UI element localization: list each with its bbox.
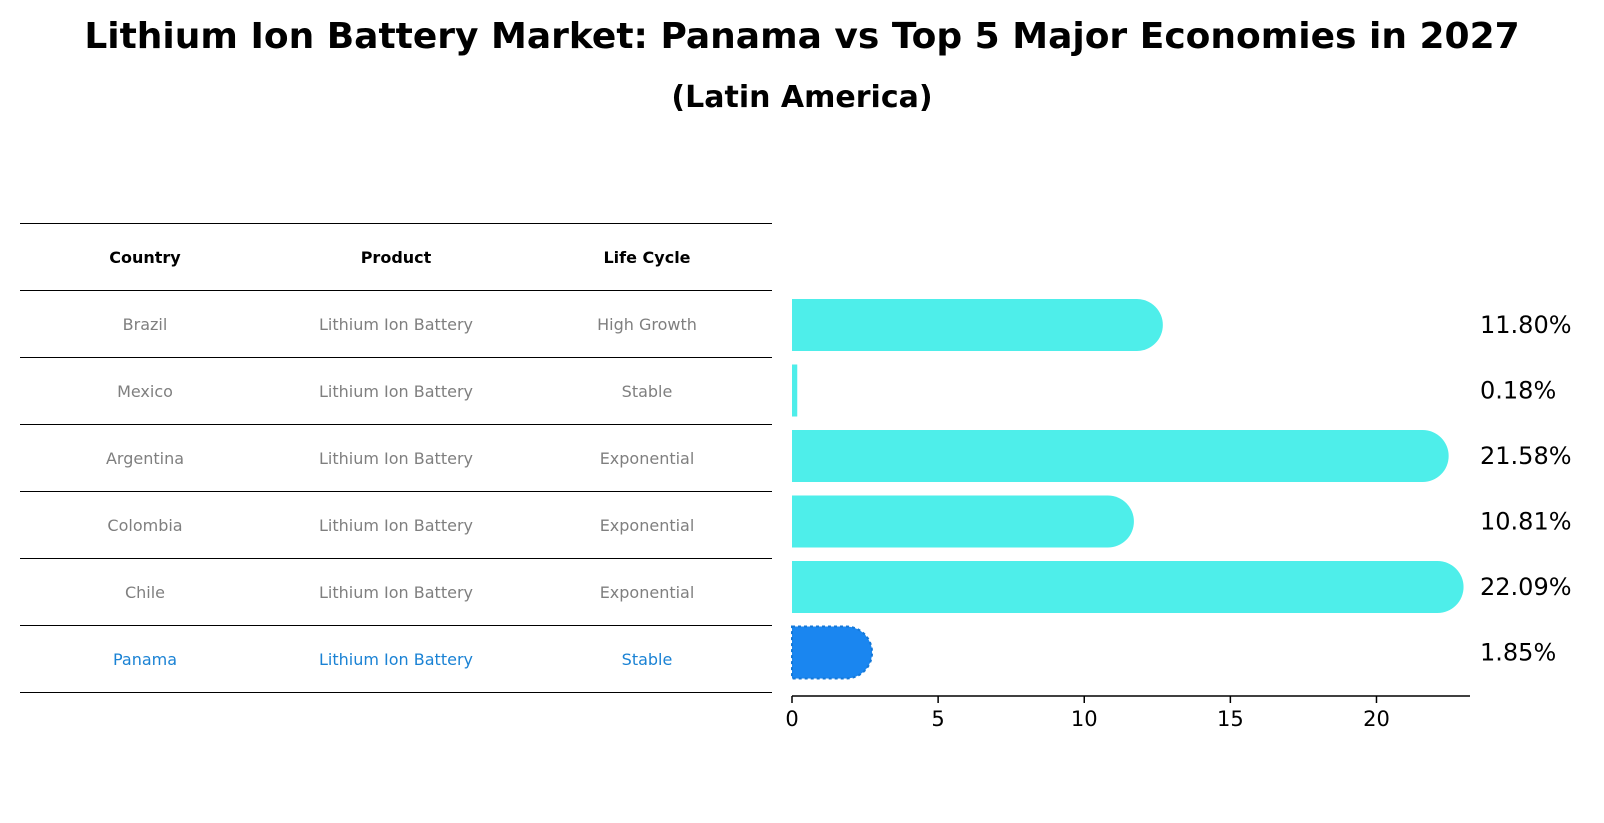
x-tick-label: 5 (931, 707, 944, 731)
cell-life-cycle: Stable (621, 381, 673, 401)
cell-product: Lithium Ion Battery (319, 448, 473, 468)
table-header-row: Country Product Life Cycle (20, 223, 772, 290)
cell-country: Panama (112, 649, 178, 669)
cell-country: Chile (124, 582, 166, 602)
bar-argentina (792, 430, 1449, 482)
value-label: 1.85% (1480, 639, 1556, 667)
table-row: Colombia Lithium Ion Battery Exponential (20, 491, 772, 558)
table-row-highlighted: Panama Lithium Ion Battery Stable (20, 625, 772, 693)
value-label: 10.81% (1480, 508, 1572, 536)
bar-chile (792, 561, 1464, 613)
cell-country: Mexico (117, 381, 173, 401)
x-tick-label: 15 (1217, 707, 1244, 731)
table-row: Mexico Lithium Ion Battery Stable (20, 357, 772, 424)
chart-subtitle: (Latin America) (671, 80, 933, 115)
country-table: Country Product Life Cycle Brazil Lithiu… (20, 223, 772, 693)
header-product: Product (360, 247, 432, 267)
x-tick-label: 0 (785, 707, 798, 731)
cell-product: Lithium Ion Battery (319, 515, 473, 535)
cell-life-cycle: Exponential (599, 448, 695, 468)
value-label: 22.09% (1480, 573, 1572, 601)
cell-product: Lithium Ion Battery (319, 649, 473, 669)
bar-mexico (792, 364, 798, 417)
header-country: Country (109, 247, 181, 267)
cell-life-cycle: Stable (621, 649, 673, 669)
cell-product: Lithium Ion Battery (319, 314, 473, 334)
cell-product: Lithium Ion Battery (319, 582, 473, 602)
value-label: 11.80% (1480, 311, 1572, 339)
table-row: Argentina Lithium Ion Battery Exponentia… (20, 424, 772, 491)
cell-country: Colombia (107, 515, 183, 535)
table-row: Brazil Lithium Ion Battery High Growth (20, 290, 772, 357)
chart-title: Lithium Ion Battery Market: Panama vs To… (84, 16, 1520, 57)
value-label: 21.58% (1480, 442, 1572, 470)
value-label: 0.18% (1480, 377, 1556, 405)
x-tick-label: 10 (1071, 707, 1098, 731)
cell-country: Argentina (105, 448, 185, 468)
cell-product: Lithium Ion Battery (319, 381, 473, 401)
cell-life-cycle: High Growth (597, 314, 697, 334)
bar-brazil (792, 299, 1163, 351)
table-row: Chile Lithium Ion Battery Exponential (20, 558, 772, 625)
x-tick-label: 20 (1363, 707, 1390, 731)
bar-colombia (792, 495, 1134, 548)
cell-life-cycle: Exponential (599, 582, 695, 602)
cell-country: Brazil (122, 314, 168, 334)
header-life-cycle: Life Cycle (603, 247, 691, 267)
cell-life-cycle: Exponential (599, 515, 695, 535)
bar-panama (791, 625, 874, 680)
